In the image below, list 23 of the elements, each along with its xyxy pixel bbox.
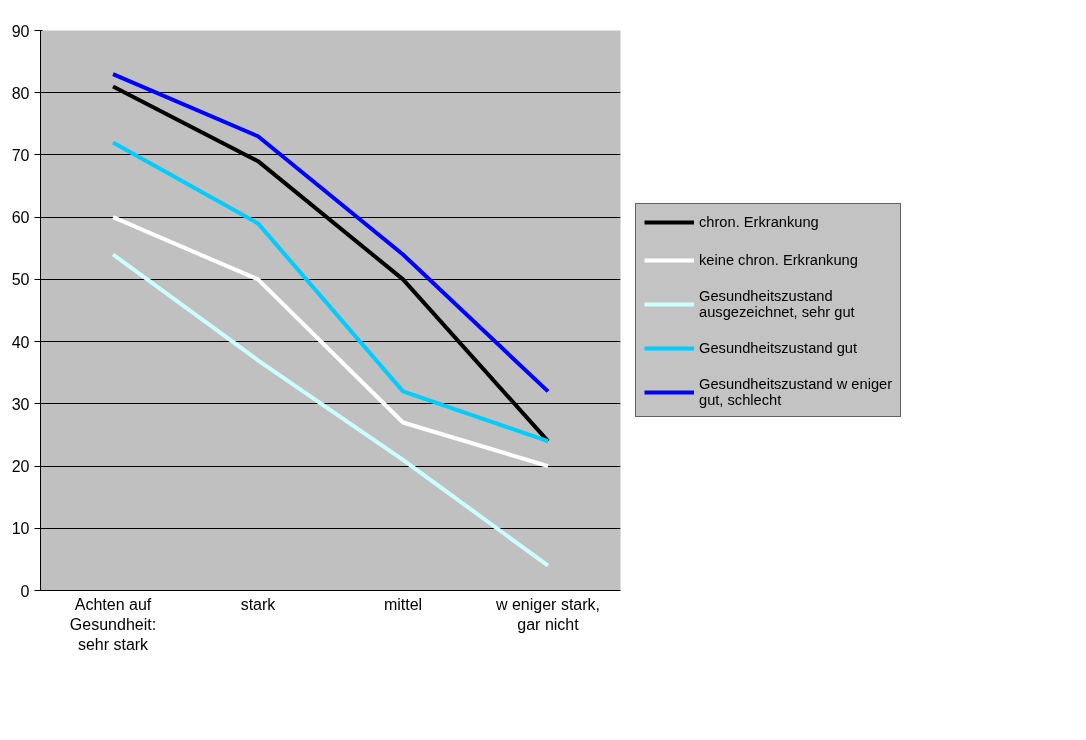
legend-label: chron. Erkrankung	[699, 214, 819, 230]
line-series	[111, 215, 550, 469]
line-series	[111, 72, 550, 394]
y-tick-label: 70	[11, 146, 30, 164]
y-tick-label: 60	[11, 209, 30, 227]
y-tick-label: 50	[11, 271, 30, 289]
legend-label: Gesundheitszustand ausgezeichnet, sehr gut	[699, 288, 855, 320]
x-tick-label: stark	[240, 595, 277, 613]
legend-label: Gesundheitszustand w eniger gut, schlecht	[699, 376, 893, 408]
y-tick-label: 0	[20, 582, 30, 600]
y-tick-label: 20	[11, 458, 30, 476]
x-tick-label: w eniger stark, gar nicht	[494, 595, 601, 633]
y-tick-label: 40	[11, 333, 30, 351]
y-tick-label: 80	[11, 84, 30, 102]
legend-label: keine chron. Erkrankung	[699, 252, 858, 268]
line-series	[111, 252, 550, 568]
x-tick-label: Achten auf Gesundheit: sehr stark	[69, 595, 157, 654]
line-series	[111, 140, 550, 444]
x-tick-label: mittel	[383, 595, 423, 613]
y-tick-label: 30	[11, 395, 30, 413]
y-tick-label: 90	[11, 22, 30, 40]
legend-label: Gesundheitszustand gut	[699, 340, 858, 356]
y-tick-label: 10	[11, 520, 30, 538]
